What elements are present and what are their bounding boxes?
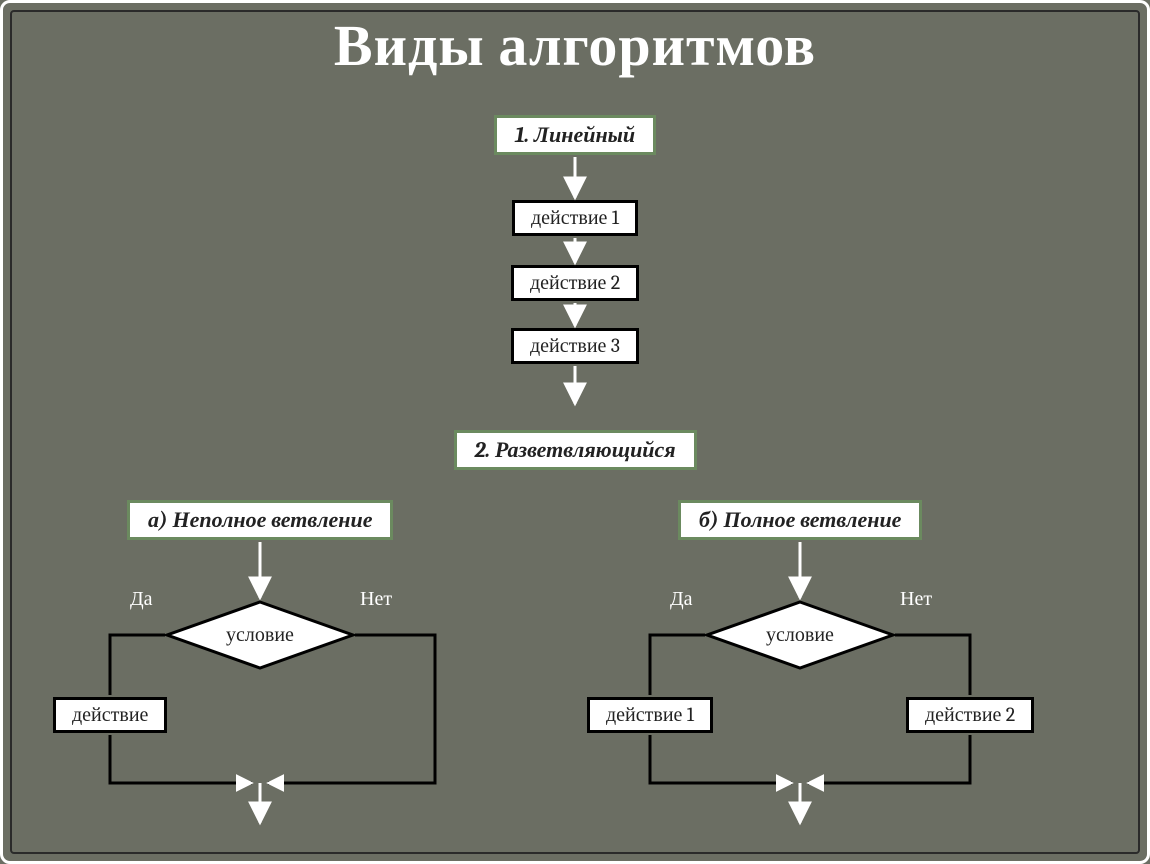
right-condition-diamond: условие <box>705 600 895 670</box>
left-condition-text: условие <box>165 600 355 670</box>
right-no-label: Нет <box>900 587 932 611</box>
linear-step-3: действие 3 <box>511 328 639 364</box>
incomplete-branch-header: а) Неполное ветвление <box>127 500 393 540</box>
right-action-1: действие 1 <box>587 697 713 733</box>
page-title: Виды алгоритмов <box>0 12 1150 80</box>
right-condition-text: условие <box>705 600 895 670</box>
right-yes-label: Да <box>670 587 693 611</box>
linear-header: 1. Линейный <box>494 115 656 155</box>
left-action: действие <box>53 697 167 733</box>
left-no-label: Нет <box>360 587 392 611</box>
left-condition-diamond: условие <box>165 600 355 670</box>
linear-step-2: действие 2 <box>511 265 639 301</box>
branching-header: 2. Разветвляющийся <box>454 430 697 470</box>
full-branch-header: б) Полное ветвление <box>678 500 922 540</box>
left-yes-label: Да <box>130 587 153 611</box>
linear-step-1: действие 1 <box>512 200 638 236</box>
right-action-2: действие 2 <box>906 697 1034 733</box>
